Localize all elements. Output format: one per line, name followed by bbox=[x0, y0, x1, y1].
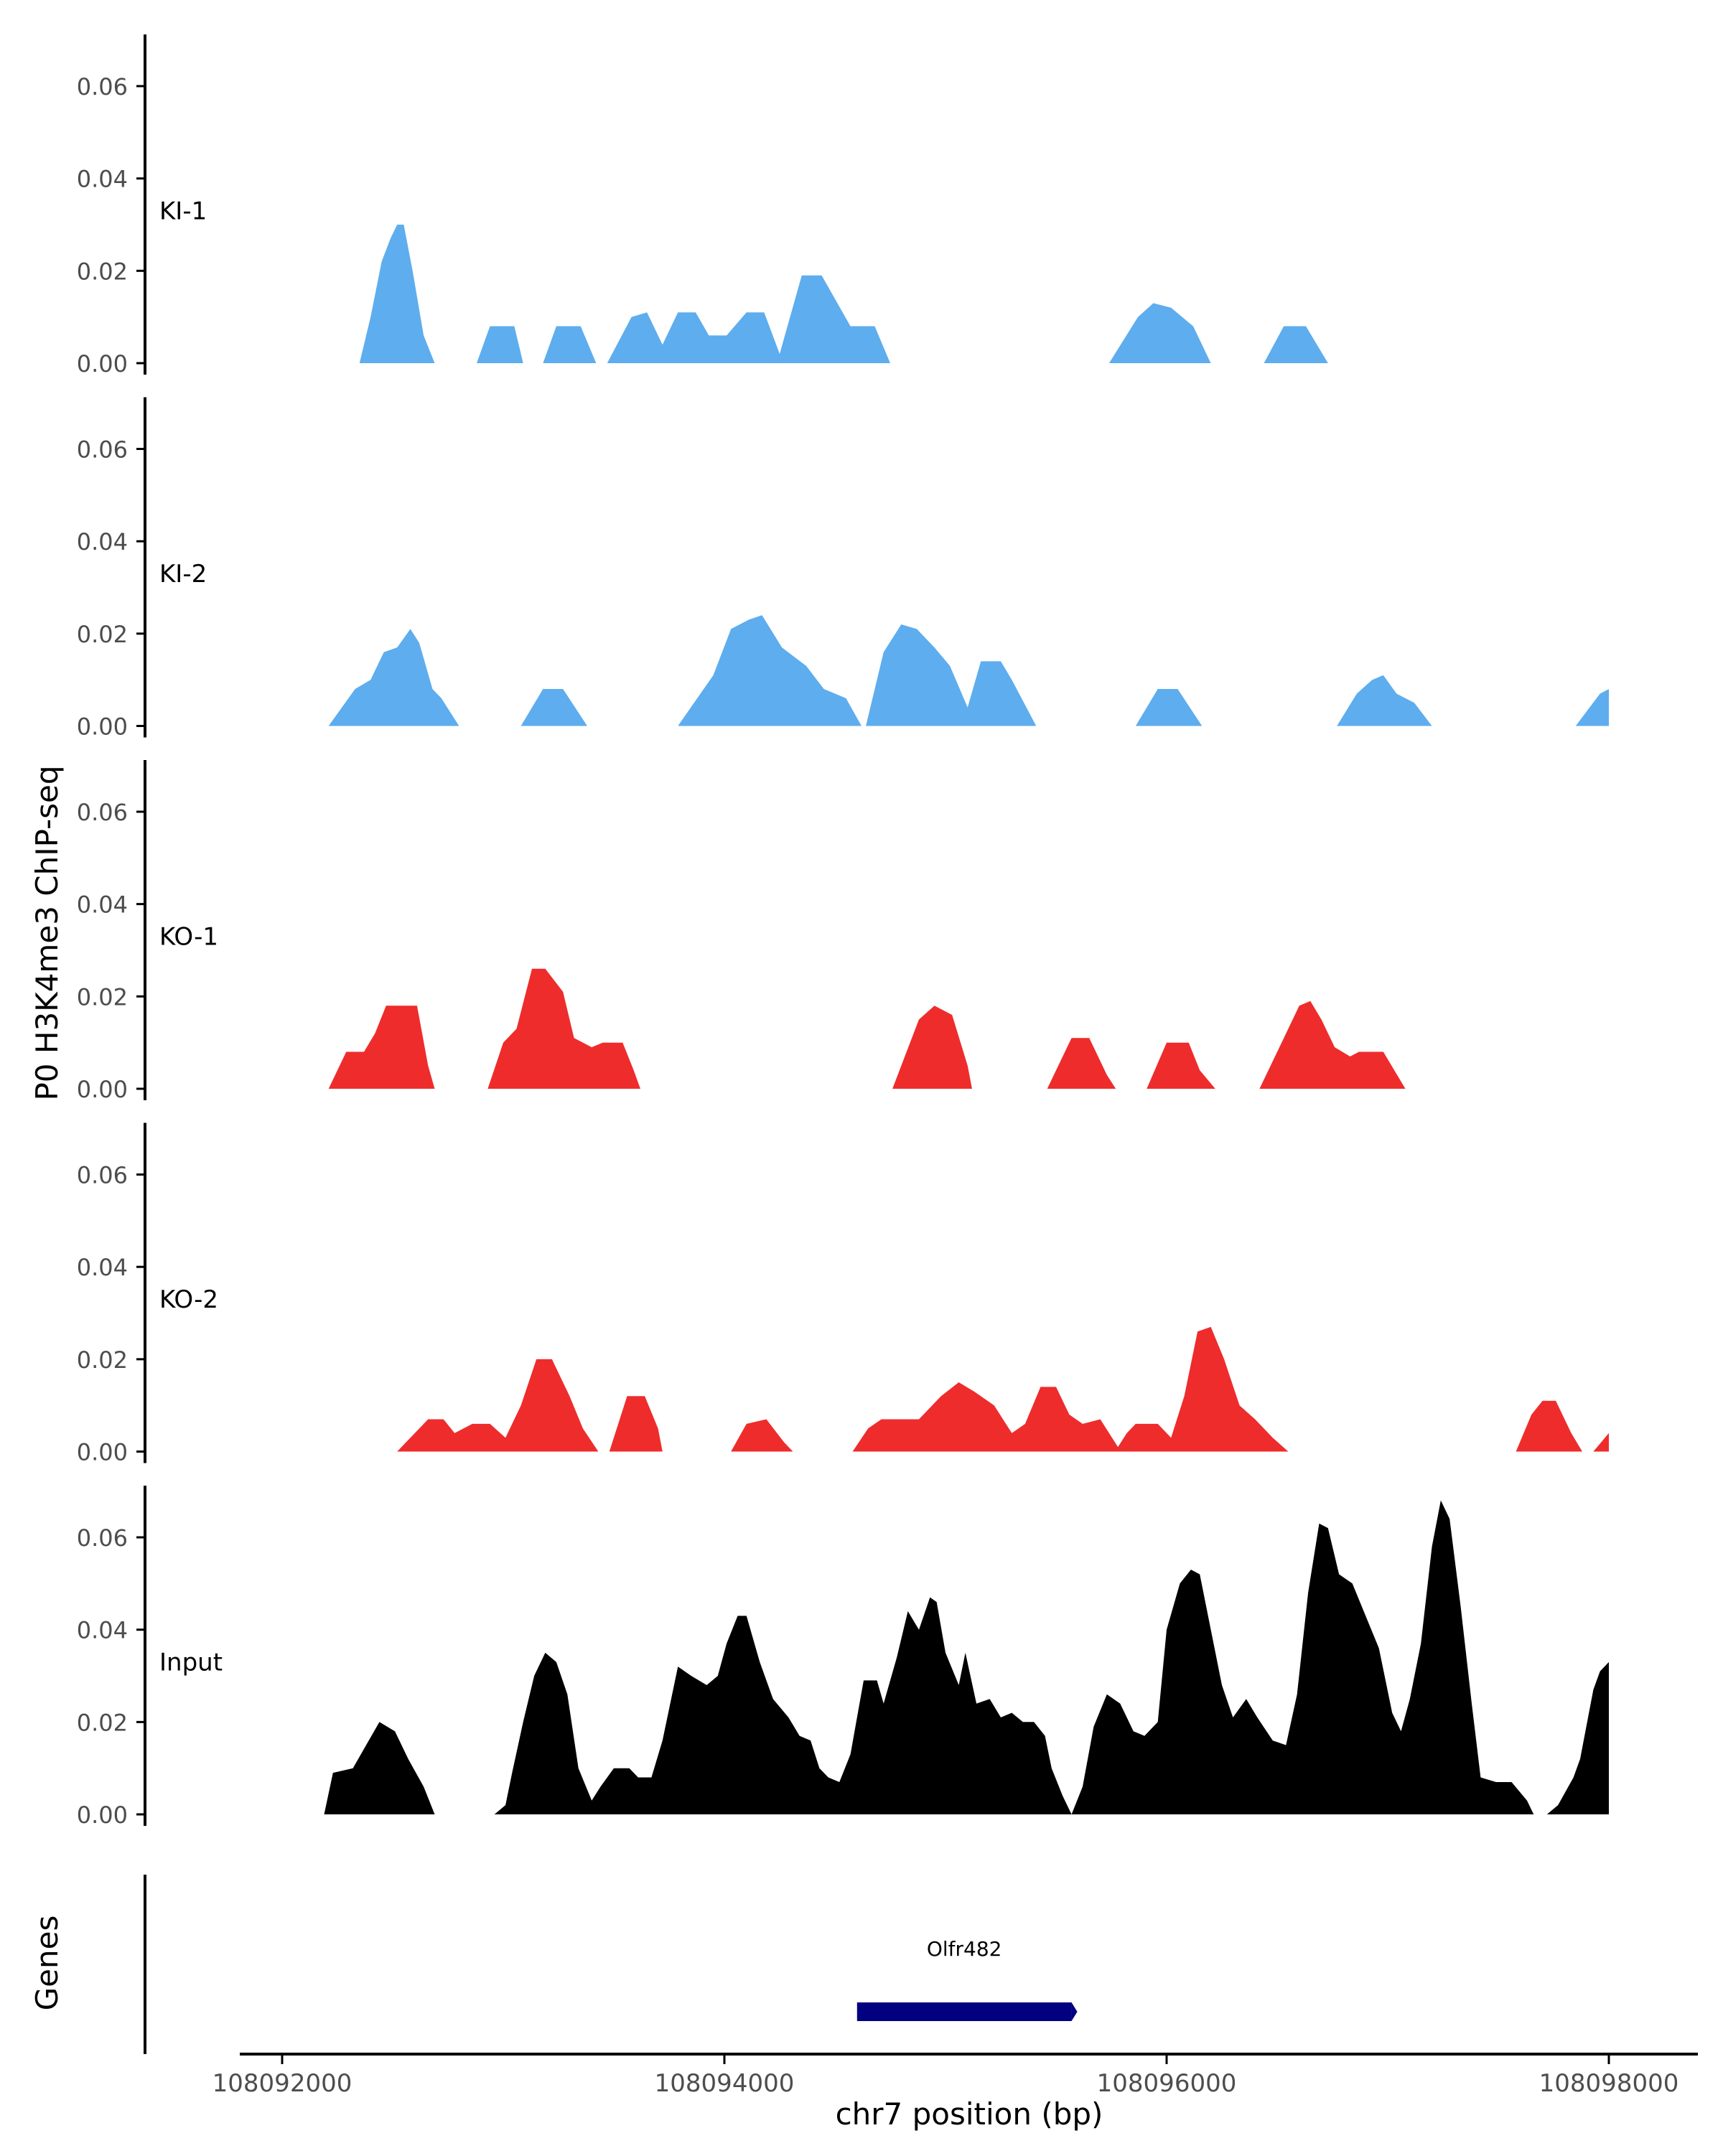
area-ko-2 bbox=[397, 1326, 1610, 1452]
x-tick-label: 108096000 bbox=[1097, 2069, 1237, 2098]
track-label: Input bbox=[159, 1649, 223, 1677]
area-input bbox=[324, 1500, 1609, 1814]
y-axis-title: P0 H3K4me3 ChIP-seq bbox=[29, 765, 65, 1100]
y-tick-label: 0.00 bbox=[77, 1076, 128, 1103]
track-ko-1: 0.00 0.02 0.04 0.06 KO-1 bbox=[77, 760, 1406, 1103]
y-tick-label: 0.00 bbox=[77, 1801, 128, 1829]
track-ki-1: 0.00 0.02 0.04 0.06 KI-1 bbox=[77, 34, 1328, 378]
genes-track: Olfr482 bbox=[144, 1875, 1078, 2054]
gene-strand-arrow bbox=[1071, 2002, 1078, 2021]
x-tick-label: 108094000 bbox=[655, 2069, 795, 2098]
y-tick-label: 0.00 bbox=[77, 350, 128, 378]
track-label: KO-1 bbox=[159, 923, 218, 952]
x-tick-label: 108092000 bbox=[213, 2069, 352, 2098]
y-tick-label: 0.04 bbox=[77, 1254, 128, 1281]
area-ki-1 bbox=[359, 225, 1328, 363]
y-tick-label: 0.02 bbox=[77, 621, 128, 648]
x-tick-label: 108098000 bbox=[1539, 2069, 1679, 2098]
y-tick-label: 0.02 bbox=[77, 1346, 128, 1374]
y-tick-label: 0.00 bbox=[77, 713, 128, 741]
y-tick-label: 0.04 bbox=[77, 1617, 128, 1644]
x-axis-title: chr7 position (bp) bbox=[836, 2096, 1103, 2132]
genes-track-label: Genes bbox=[29, 1916, 65, 2011]
y-tick-label: 0.06 bbox=[77, 436, 128, 464]
track-label: KO-2 bbox=[159, 1285, 218, 1314]
gene-label: Olfr482 bbox=[927, 1937, 1002, 1961]
y-tick-label: 0.06 bbox=[77, 799, 128, 826]
track-input: 0.00 0.02 0.04 0.06 Input bbox=[77, 1486, 1609, 1829]
gene-bar bbox=[856, 2002, 1072, 2021]
y-tick-label: 0.02 bbox=[77, 258, 128, 285]
track-label: KI-2 bbox=[159, 560, 207, 589]
track-ko-2: 0.00 0.02 0.04 0.06 KO-2 bbox=[77, 1122, 1610, 1466]
y-tick-label: 0.06 bbox=[77, 1162, 128, 1189]
area-ki-2 bbox=[328, 615, 1610, 726]
y-tick-label: 0.00 bbox=[77, 1439, 128, 1466]
y-tick-label: 0.06 bbox=[77, 1524, 128, 1552]
y-tick-label: 0.02 bbox=[77, 983, 128, 1011]
x-axis: 108092000 108094000 108096000 108098000 bbox=[213, 2053, 1698, 2098]
y-tick-label: 0.04 bbox=[77, 891, 128, 919]
y-tick-label: 0.02 bbox=[77, 1709, 128, 1736]
track-label: KI-1 bbox=[159, 197, 207, 226]
y-tick-label: 0.04 bbox=[77, 166, 128, 193]
y-tick-label: 0.04 bbox=[77, 528, 128, 556]
y-tick-label: 0.06 bbox=[77, 73, 128, 100]
tracks-group: 0.00 0.02 0.04 0.06 KI-1 0.00 0.02 0.04 0.06 KI-2… bbox=[77, 34, 1610, 1829]
area-ko-1 bbox=[328, 968, 1406, 1089]
track-ki-2: 0.00 0.02 0.04 0.06 KI-2 bbox=[77, 397, 1610, 741]
